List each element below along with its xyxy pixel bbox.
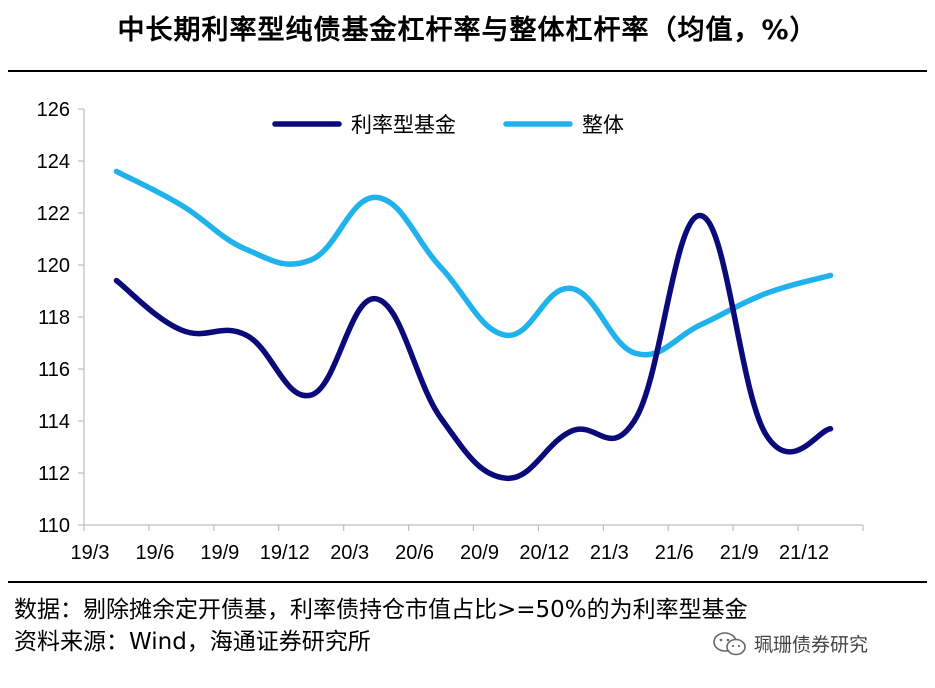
x-tick-label: 19/6 [135,542,174,564]
y-tick-label: 118 [38,307,70,329]
y-tick-label: 112 [38,463,70,485]
chart-title: 中长期利率型纯债基金杠杆率与整体杠杆率（均值，%） [117,15,818,46]
wechat-icon [713,631,746,655]
legend-label: 整体 [582,113,624,137]
x-tick-label: 20/6 [395,542,434,564]
x-tick-label: 21/6 [655,542,694,564]
line-chart: 110 112 114 116 118 120 122 124 126 19/3 19/6 19/9 1… [37,99,864,564]
y-tick-label: 120 [37,255,70,277]
watermark-text: 珮珊债券研究 [754,634,869,656]
chart-axes: 110 112 114 116 118 120 122 124 126 19/3 19/6 19/9 1… [37,99,864,564]
title-divider [8,70,927,72]
y-tick-label: 116 [38,359,70,381]
y-tick-label: 110 [38,515,70,537]
source-note: 资料来源：Wind，海通证券研究所 [14,629,371,655]
x-tick-label: 21/3 [590,542,629,564]
x-tick-label: 20/12 [519,542,569,564]
x-tick-label: 21/12 [779,542,829,564]
x-tick-label: 19/3 [71,542,110,564]
series-line-rate-fund [113,212,834,481]
y-tick-label: 122 [37,203,70,225]
x-tick-label: 20/3 [330,542,369,564]
footer-divider [8,581,927,583]
data-note: 数据：剔除摊余定开债基，利率债持仓市值占比>=50%的为利率型基金 [14,597,748,623]
y-tick-label: 124 [37,151,70,173]
y-tick-label: 126 [37,99,70,121]
x-tick-label: 19/12 [260,542,310,564]
watermark: 珮珊债券研究 [712,630,868,657]
chart-series [113,168,834,481]
chart-legend: 利率型基金 整体 [272,113,624,137]
x-tick-label: 19/9 [200,542,239,564]
y-tick-label: 114 [38,411,70,433]
x-tick-label: 21/9 [720,542,759,564]
x-tick-label: 20/9 [460,542,499,564]
legend-label: 利率型基金 [351,113,456,137]
